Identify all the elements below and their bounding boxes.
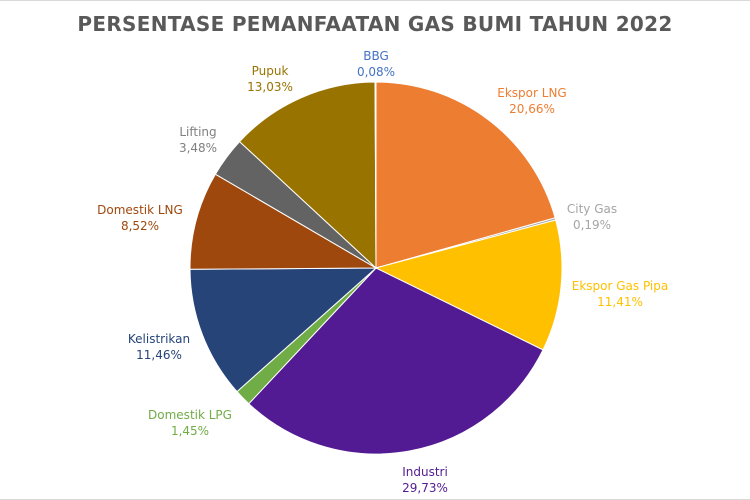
data-label-ekspor-lng-value: 20,66% bbox=[509, 102, 555, 116]
data-label-industri-value: 29,73% bbox=[402, 481, 448, 495]
data-label-lifting-value: 3,48% bbox=[179, 141, 217, 155]
data-label-pupuk-name: Pupuk bbox=[252, 64, 289, 78]
data-label-domestik-lng-name: Domestik LNG bbox=[97, 203, 183, 217]
data-label-domestik-lng-value: 8,52% bbox=[121, 219, 159, 233]
chart-title: PERSENTASE PEMANFAATAN GAS BUMI TAHUN 20… bbox=[77, 12, 673, 36]
pie-slice-bbg bbox=[374, 81, 377, 269]
data-label-pupuk-value: 13,03% bbox=[247, 80, 293, 94]
data-label-industri-name: Industri bbox=[402, 465, 448, 479]
pie-slice-ekspor-gas-pipa bbox=[374, 219, 563, 351]
pie-slice-ekspor-lng bbox=[375, 81, 556, 269]
data-label-bbg-name: BBG bbox=[363, 49, 389, 63]
data-label-ekspor-gas-pipa-name: Ekspor Gas Pipa bbox=[572, 279, 669, 293]
data-label-bbg-value: 0,08% bbox=[357, 65, 395, 79]
pie-slice-domestik-lng bbox=[189, 173, 378, 270]
pie-slice-industri bbox=[248, 267, 544, 455]
data-label-kelistrikan-value: 11,46% bbox=[136, 348, 182, 362]
data-label-city-gas-value: 0,19% bbox=[573, 218, 611, 232]
data-label-domestik-lpg-name: Domestik LPG bbox=[148, 408, 232, 422]
pie-slice-pupuk bbox=[238, 81, 377, 270]
data-label-kelistrikan-name: Kelistrikan bbox=[128, 332, 190, 346]
data-label-city-gas-name: City Gas bbox=[567, 202, 617, 216]
data-label-lifting-name: Lifting bbox=[179, 125, 216, 139]
data-label-domestik-lpg-value: 1,45% bbox=[171, 424, 209, 438]
data-label-ekspor-gas-pipa-value: 11,41% bbox=[597, 295, 643, 309]
frame-top-border bbox=[0, 0, 750, 1]
data-label-ekspor-lng-name: Ekspor LNG bbox=[497, 86, 566, 100]
pie-slice-kelistrikan bbox=[189, 267, 378, 393]
